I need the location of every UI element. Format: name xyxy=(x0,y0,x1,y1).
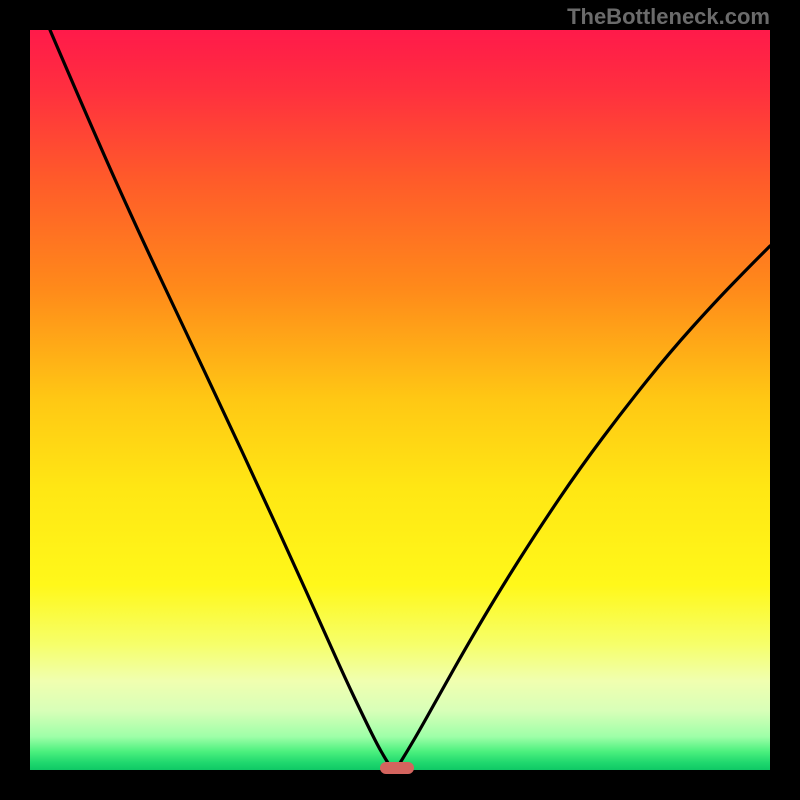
watermark-text: TheBottleneck.com xyxy=(567,4,770,30)
plot-area xyxy=(30,30,770,770)
bottleneck-curves xyxy=(30,30,770,770)
minimum-marker xyxy=(380,762,414,774)
chart-frame: TheBottleneck.com xyxy=(0,0,800,800)
right-curve-line xyxy=(400,246,770,763)
left-curve-line xyxy=(50,30,388,763)
